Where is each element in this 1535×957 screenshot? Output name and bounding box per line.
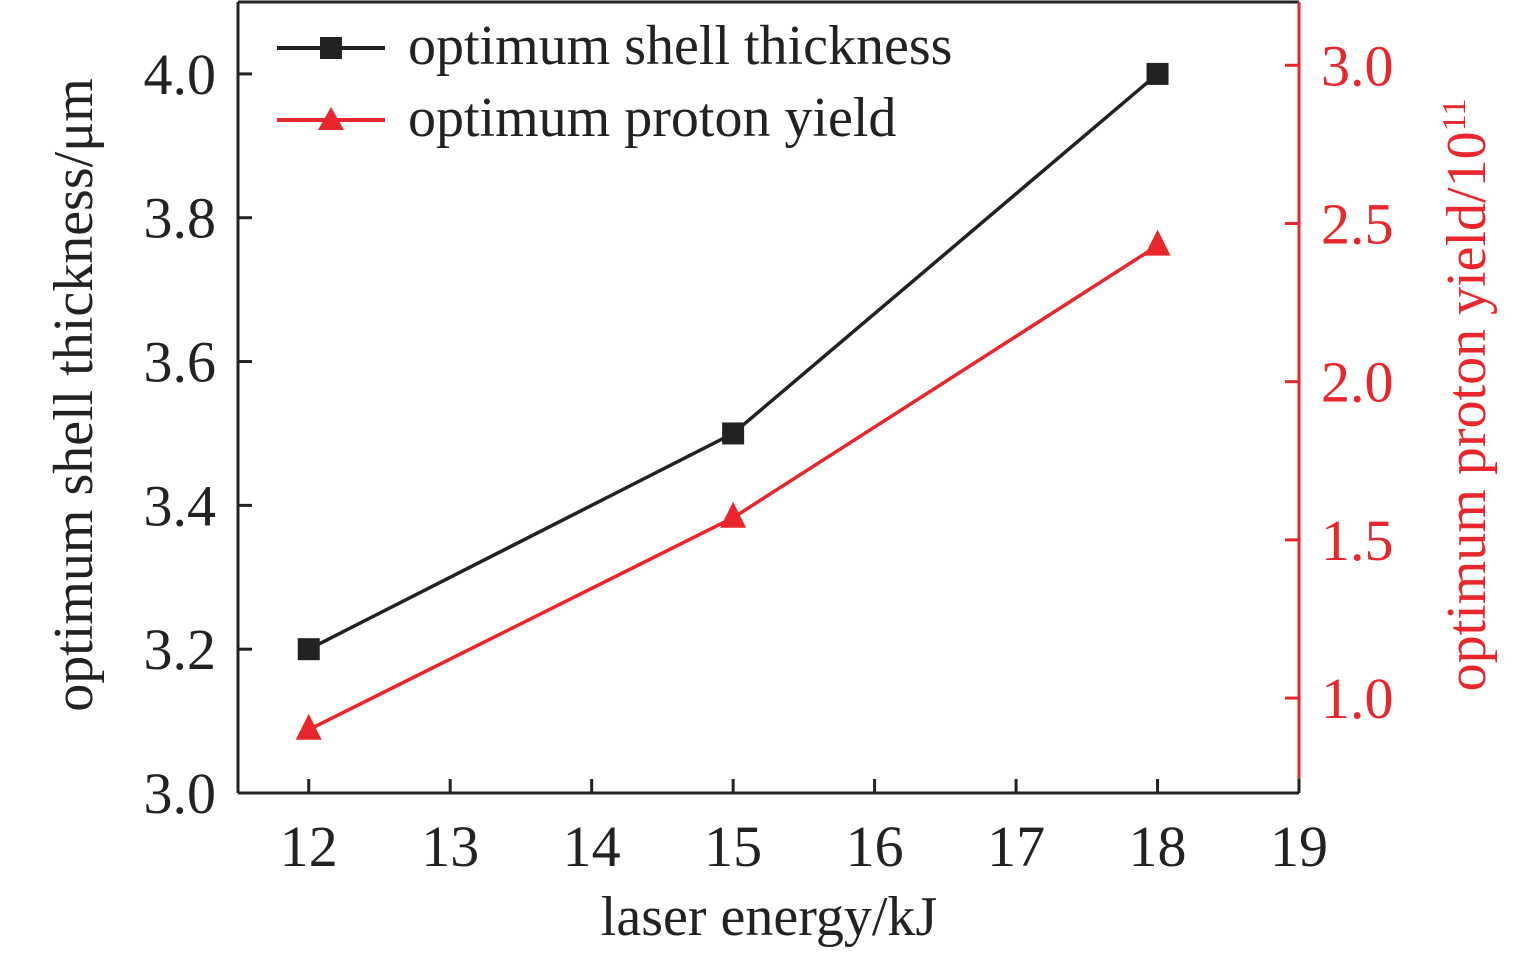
y-left-tick-label: 3.2: [144, 617, 217, 682]
x-tick-label: 13: [421, 814, 479, 879]
y-axis-left: 3.0 3.2 3.4 3.6 3.8 4.0: [144, 42, 252, 826]
y-left-tick-label: 3.8: [144, 186, 217, 251]
legend-entry-thickness: optimum shell thickness: [277, 15, 952, 77]
x-tick-label: 14: [563, 814, 621, 879]
legend-entry-proton-yield: optimum proton yield: [277, 87, 896, 149]
y-right-tick-label: 2.0: [1321, 350, 1394, 415]
series-layer: [295, 62, 1171, 740]
data-point-triangle: [295, 713, 322, 740]
y-left-tick-label: 4.0: [144, 42, 217, 107]
data-point-square: [297, 638, 320, 661]
y-axis-left-title: optimum shell thickness/μm: [43, 78, 105, 712]
y-right-tick-label: 2.5: [1321, 191, 1394, 256]
data-point-square: [1146, 62, 1169, 85]
x-tick-label: 16: [846, 814, 904, 879]
x-tick-label: 19: [1270, 814, 1328, 879]
x-tick-label: 17: [987, 814, 1045, 879]
y-left-tick-label: 3.0: [144, 761, 217, 826]
x-axis: 12 13 14 15 16 17 18 19: [280, 779, 1328, 879]
y-right-tick-label: 1.5: [1321, 508, 1394, 573]
series-line-proton-yield: [307, 244, 1159, 732]
y-right-tick-label: 3.0: [1321, 33, 1394, 98]
data-point-square: [722, 422, 745, 445]
legend-label-thickness: optimum shell thickness: [408, 15, 952, 77]
x-tick-label: 18: [1129, 814, 1187, 879]
x-axis-title: laser energy/kJ: [601, 886, 937, 948]
y-left-tick-label: 3.6: [144, 330, 217, 395]
x-tick-label: 12: [280, 814, 338, 879]
y-axis-right-title: optimum proton yield/1011: [1436, 99, 1498, 692]
y-axis-right: 1.0 1.5 2.0 2.5 3.0: [1285, 33, 1394, 731]
legend-label-proton-yield: optimum proton yield: [408, 87, 896, 149]
legend: optimum shell thickness optimum proton y…: [277, 15, 952, 149]
series-line-thickness: [307, 72, 1159, 651]
legend-marker-square: [320, 37, 342, 59]
y-axis-right-title-main: optimum proton yield/10: [1436, 131, 1498, 691]
legend-marker-triangle: [318, 107, 344, 130]
y-axis-right-title-exponent: 11: [1436, 99, 1473, 132]
data-point-triangle: [1144, 229, 1171, 256]
plot-frame: [236, 0, 1301, 795]
y-right-tick-label: 1.0: [1321, 666, 1394, 731]
data-point-triangle: [720, 501, 747, 528]
x-tick-label: 15: [704, 814, 762, 879]
y-left-tick-label: 3.4: [144, 473, 217, 538]
